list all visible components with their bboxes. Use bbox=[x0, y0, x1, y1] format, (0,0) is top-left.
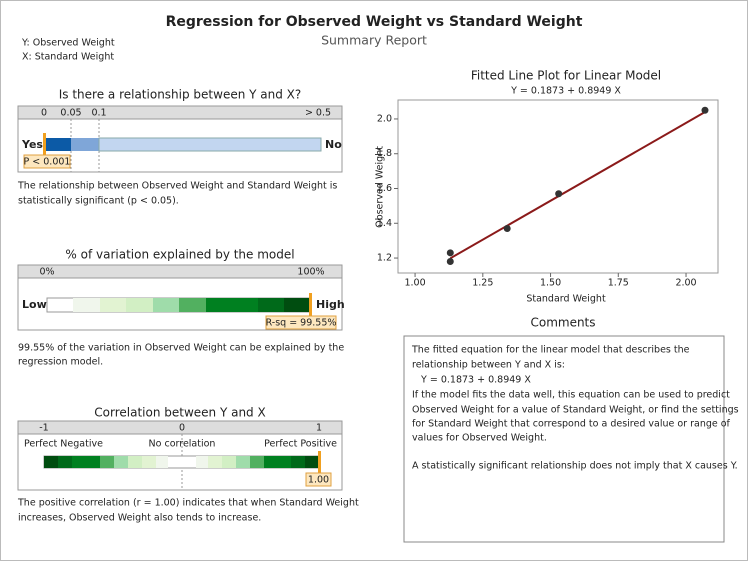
x-tick-label: 1.00 bbox=[404, 278, 425, 289]
marker-box bbox=[265, 315, 337, 330]
marker-box bbox=[305, 472, 332, 487]
comments-box bbox=[403, 335, 725, 543]
marker-label: R-sq = 99.55% bbox=[266, 318, 337, 329]
segment bbox=[71, 138, 99, 151]
right-label: No bbox=[325, 138, 342, 151]
x-tick-label: 1.25 bbox=[472, 278, 493, 289]
panel-title: % of variation explained by the model bbox=[65, 248, 294, 262]
x-tick-label: 2.00 bbox=[675, 278, 696, 289]
point bbox=[555, 190, 563, 198]
tick: -1 bbox=[39, 423, 48, 434]
note: increases, Observed Weight also tends to… bbox=[18, 513, 261, 524]
scale-label: Perfect Positive bbox=[264, 439, 337, 450]
marker bbox=[43, 133, 46, 157]
marker bbox=[318, 451, 321, 473]
fit-line bbox=[449, 111, 706, 260]
tick: 100% bbox=[297, 267, 324, 278]
note: The positive correlation (r = 1.00) indi… bbox=[17, 498, 359, 509]
point bbox=[446, 258, 454, 266]
tick: > 0.5 bbox=[305, 108, 331, 119]
subtitle: Summary Report bbox=[321, 33, 427, 48]
panel-title: Correlation between Y and X bbox=[94, 406, 265, 420]
right-label: High bbox=[316, 298, 345, 311]
y-axis-label: Observed Weight bbox=[375, 146, 386, 228]
comment-line: Observed Weight for a value of Standard … bbox=[412, 405, 739, 416]
comments: The fitted equation for the linear model… bbox=[411, 345, 739, 472]
comment-line: The fitted equation for the linear model… bbox=[411, 345, 690, 356]
comment-line: If the model fits the data well, this eq… bbox=[412, 390, 730, 401]
tick: 0 bbox=[41, 108, 47, 119]
y-tick-label: 2.0 bbox=[377, 113, 392, 124]
comment-line: relationship between Y and X is: bbox=[412, 360, 565, 371]
gradient bbox=[44, 456, 319, 468]
note: The relationship between Observed Weight… bbox=[17, 181, 337, 192]
tick: 1 bbox=[316, 423, 322, 434]
y-tick-label: 1.2 bbox=[377, 253, 392, 264]
x-axis-label: Standard Weight bbox=[526, 294, 606, 305]
scale-label: Perfect Negative bbox=[24, 439, 103, 450]
segment bbox=[98, 137, 322, 152]
panel-title: Is there a relationship between Y and X? bbox=[59, 88, 302, 102]
title: Regression for Observed Weight vs Standa… bbox=[166, 14, 583, 30]
note: statistically significant (p < 0.05). bbox=[18, 196, 179, 207]
segment bbox=[44, 138, 71, 151]
comment-line: for Standard Weight that correspond to a… bbox=[412, 419, 731, 430]
point bbox=[503, 224, 511, 232]
scale-label: No correlation bbox=[149, 439, 216, 450]
marker bbox=[309, 293, 312, 317]
y-var: Y: Observed Weight bbox=[21, 38, 115, 49]
left-label: Yes bbox=[21, 138, 43, 151]
tick: 0% bbox=[39, 267, 54, 278]
tick: 0.1 bbox=[91, 108, 106, 119]
variation-panel: % of variation explained by the model 0%… bbox=[17, 248, 345, 368]
comment-line: Y = 0.1873 + 0.8949 X bbox=[412, 375, 531, 386]
marker-box bbox=[23, 154, 71, 169]
correlation-panel: Correlation between Y and X -1 0 1 Perfe… bbox=[17, 406, 359, 524]
x-var: X: Standard Weight bbox=[22, 52, 114, 63]
note: regression model. bbox=[18, 357, 103, 368]
marker-label: P < 0.001 bbox=[24, 157, 71, 168]
x-tick-label: 1.50 bbox=[540, 278, 561, 289]
comment-line: A statistically significant relationship… bbox=[412, 461, 738, 472]
comments-title: Comments bbox=[530, 316, 595, 330]
tick: 0.05 bbox=[60, 108, 81, 119]
chart-title: Fitted Line Plot for Linear Model bbox=[471, 69, 661, 83]
header-bar bbox=[17, 264, 343, 279]
plot-area bbox=[397, 99, 719, 274]
tick: 0 bbox=[179, 423, 185, 434]
left-label: Low bbox=[22, 298, 47, 311]
relationship-panel: Is there a relationship between Y and X?… bbox=[17, 88, 343, 207]
note: 99.55% of the variation in Observed Weig… bbox=[18, 343, 344, 354]
guides bbox=[70, 119, 100, 172]
point bbox=[701, 106, 709, 114]
point bbox=[446, 249, 454, 257]
comment-line: values for Observed Weight. bbox=[412, 433, 547, 444]
y-tick-label: 1.8 bbox=[377, 148, 392, 159]
y-tick-label: 1.6 bbox=[377, 183, 392, 194]
gradient bbox=[73, 298, 310, 312]
y-tick-label: 1.4 bbox=[377, 218, 392, 229]
chart-subtitle: Y = 0.1873 + 0.8949 X bbox=[510, 86, 621, 97]
marker-label: 1.00 bbox=[308, 475, 329, 486]
x-tick-label: 1.75 bbox=[608, 278, 629, 289]
